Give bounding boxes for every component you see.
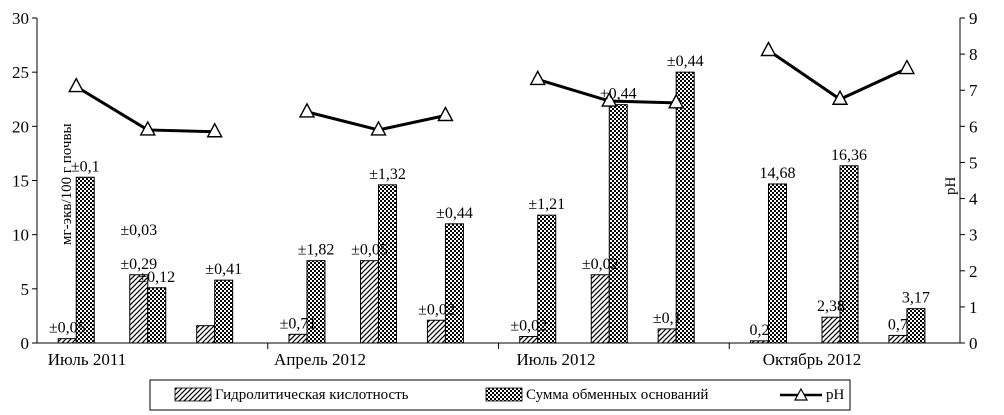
x-group-label: Июль 2011 [48,350,126,369]
ph-point [668,93,685,109]
y-tick-label-left: 15 [12,172,29,191]
data-label: ±0,1 [71,158,100,175]
bar-exchange-bases [767,183,787,344]
data-label: ±1,21 [528,196,565,213]
data-label: ±0,12 [138,269,175,286]
bar-hydrolytic-acidity [519,336,539,344]
bar-hydrolytic-acidity [196,325,216,344]
data-label: ±0,05 [351,242,388,259]
bar-hydrolytic-acidity [360,260,380,344]
y-axis-title-left: мг-экв/100 г почвы [59,123,75,245]
y-tick-label-right: 1 [969,298,978,317]
y-tick-label-right: 2 [969,262,978,281]
data-label: 0,2 [749,322,769,339]
data-label: ±0,44 [600,86,637,103]
y-tick-label-right: 7 [969,81,978,100]
bar-exchange-bases [906,308,926,344]
x-group-label: Октябрь 2012 [763,350,862,369]
y-tick-label-right: 0 [969,334,978,353]
legend-swatch-hydrolytic [174,387,212,402]
data-label: ±0,44 [436,205,473,222]
y-tick-label-right: 5 [969,153,978,172]
ph-point [601,91,618,107]
data-label: 16,36 [831,147,867,164]
data-label: ±1,82 [298,242,335,259]
x-group-label: Июль 2012 [516,350,595,369]
ph-point [529,69,546,86]
x-group-label: Апрель 2012 [274,350,366,369]
ph-line [68,41,916,138]
legend-label-hydrolytic: Гидролитическая кислотность [215,387,409,403]
y-tick-label-right: 4 [969,190,978,209]
legend-label-ph: pH [826,387,845,403]
bar-exchange-bases [378,184,398,344]
data-label: 14,68 [759,165,795,182]
data-labels: ±0,05 ±0,1 ±0,29 ±0,03 ±0,12 ±0,41 ±0,71 ±1,82 ±… [49,53,930,339]
bar-hydrolytic-acidity [57,338,77,344]
bar-exchange-bases [444,223,464,344]
ph-point [298,102,316,118]
y-tick-label-right: 6 [969,117,978,136]
bar-hydrolytic-acidity [590,274,610,344]
data-label: 3,17 [902,290,930,307]
data-label: ±0,03 [120,222,157,239]
bars [57,71,926,344]
y-axis-title-right: pH [943,177,959,196]
bar-exchange-bases [839,165,859,344]
data-label: 2,38 [817,298,845,315]
ph-point [437,106,454,122]
y-tick-label-left: 10 [12,226,29,245]
y-tick-label-left: 25 [12,63,29,82]
bar-exchange-bases [675,71,695,344]
data-label: ±0,71 [280,315,317,332]
legend-label-bases: Сумма обменных оснований [526,387,708,403]
data-label: ±0,02 [510,318,547,335]
data-label: ±1,32 [369,166,406,183]
data-label: ±0,02 [582,256,619,273]
bar-hydrolytic-acidity [821,316,841,344]
bar-exchange-bases [306,260,326,344]
ph-point [68,77,85,93]
data-label: 0,7 [888,316,908,333]
ph-point [831,89,849,105]
data-label: ±0,29 [120,256,157,273]
bar-exchange-bases [537,214,557,344]
y-tick-label-right: 9 [969,9,978,28]
bar-exchange-bases [147,287,167,344]
bar-hydrolytic-acidity [288,333,308,344]
bar-hydrolytic-acidity [426,319,446,344]
bar-exchange-bases [75,176,95,344]
ph-point [760,41,777,57]
bar-exchange-bases [608,104,628,344]
legend-box [149,379,851,411]
bar-hydrolytic-acidity [657,328,677,344]
y-tick-label-left: 30 [12,9,29,28]
y-tick-label-right: 8 [969,45,978,64]
y-tick-label-left: 20 [12,117,29,136]
legend-marker-ph [793,387,809,401]
ph-point [898,59,916,75]
bar-exchange-bases [214,279,234,344]
data-label: ±0,44 [667,53,704,70]
ph-point [139,120,156,136]
ph-line-segment [767,49,908,101]
bar-hydrolytic-acidity [749,340,769,344]
legend: Гидролитическая кислотность Сумма обменн… [149,379,851,411]
data-label: ±0,1 [653,310,682,327]
axes: 0 5 10 15 20 25 30 0 1 2 3 4 5 6 7 8 9 Июль 2011 Апрель 20… [12,9,978,369]
bar-hydrolytic-acidity [888,334,908,344]
y-tick-label-left: 0 [21,334,30,353]
data-label: ±0,05 [49,320,86,337]
y-tick-label-left: 5 [21,280,30,299]
ph-point [370,120,387,136]
data-label: ±0,41 [205,261,242,278]
data-label: ±0,02 [418,301,455,318]
y-tick-label-right: 3 [969,226,978,245]
ph-point [206,122,223,138]
legend-swatch-bases [485,387,523,402]
